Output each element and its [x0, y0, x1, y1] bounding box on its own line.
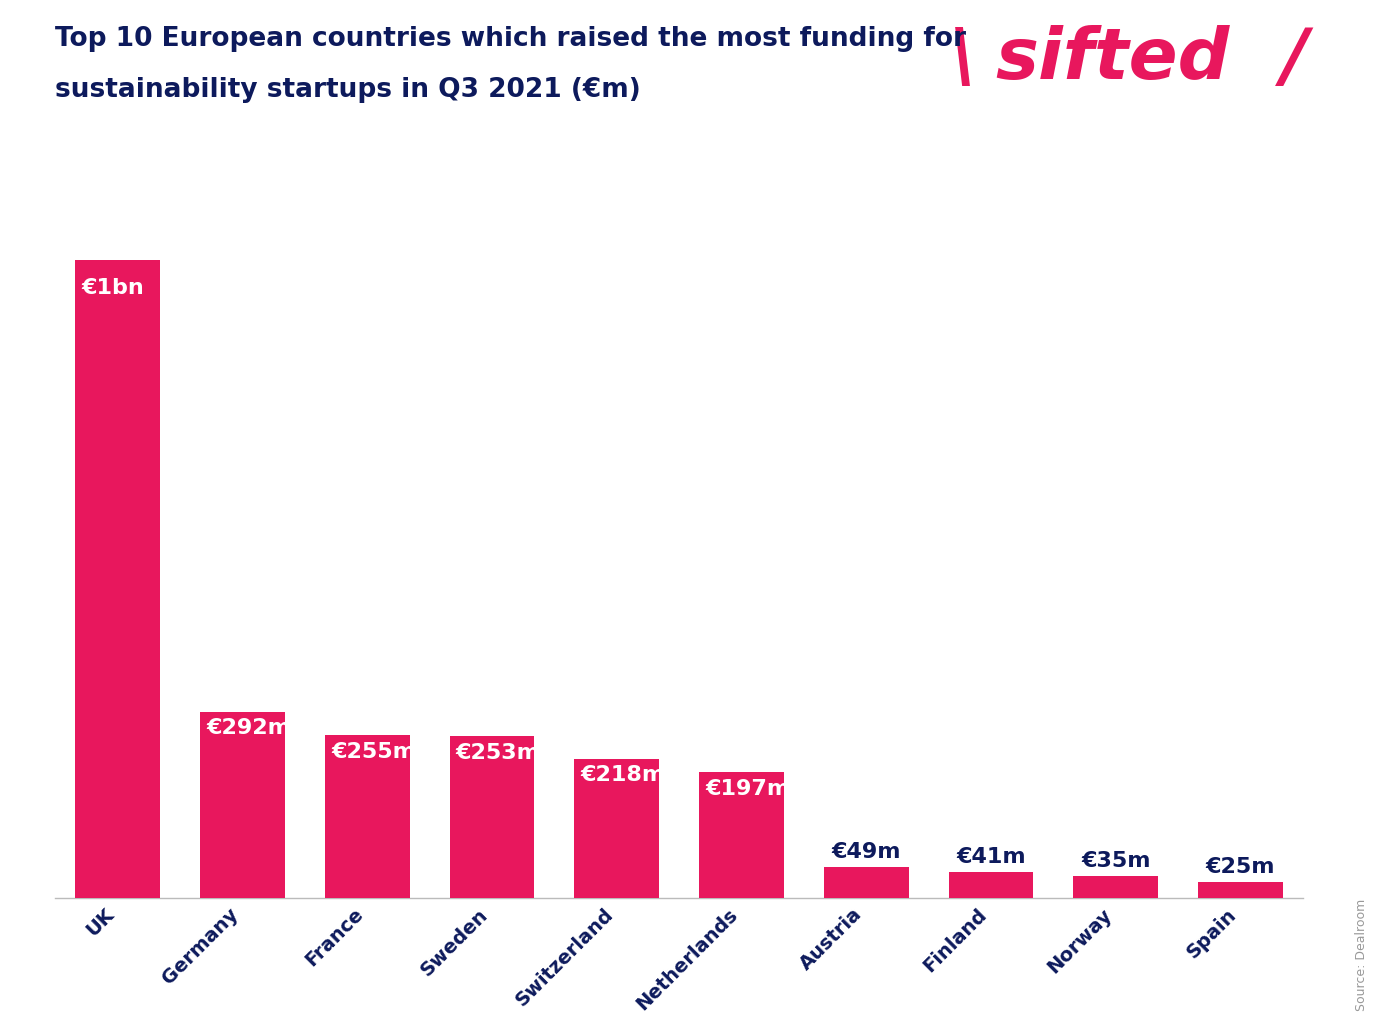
Bar: [1198, 882, 1283, 898]
Bar: [823, 867, 909, 898]
Text: /: /: [1282, 25, 1308, 94]
Text: €253m: €253m: [456, 743, 541, 763]
Text: sifted: sifted: [995, 25, 1229, 94]
Text: sustainability startups in Q3 2021 (€m): sustainability startups in Q3 2021 (€m): [55, 77, 642, 103]
Text: €49m: €49m: [832, 842, 901, 862]
Text: €255m: €255m: [331, 742, 416, 762]
Bar: [200, 711, 286, 898]
Text: €197m: €197m: [705, 778, 790, 799]
Bar: [574, 759, 660, 898]
Bar: [699, 772, 784, 898]
Bar: [449, 737, 535, 898]
Text: €41m: €41m: [956, 847, 1026, 867]
Bar: [324, 735, 410, 898]
Bar: [948, 872, 1034, 898]
Text: €1bn: €1bn: [82, 278, 144, 298]
Bar: [1073, 875, 1159, 898]
Text: Source: Dealroom: Source: Dealroom: [1356, 899, 1368, 1011]
Text: €292m: €292m: [207, 718, 291, 738]
Text: €25m: €25m: [1206, 858, 1275, 877]
Text: €218m: €218m: [581, 765, 665, 785]
Text: \: \: [949, 25, 976, 94]
Bar: [75, 260, 161, 898]
Text: Top 10 European countries which raised the most funding for: Top 10 European countries which raised t…: [55, 26, 966, 52]
Text: €35m: €35m: [1081, 851, 1150, 871]
